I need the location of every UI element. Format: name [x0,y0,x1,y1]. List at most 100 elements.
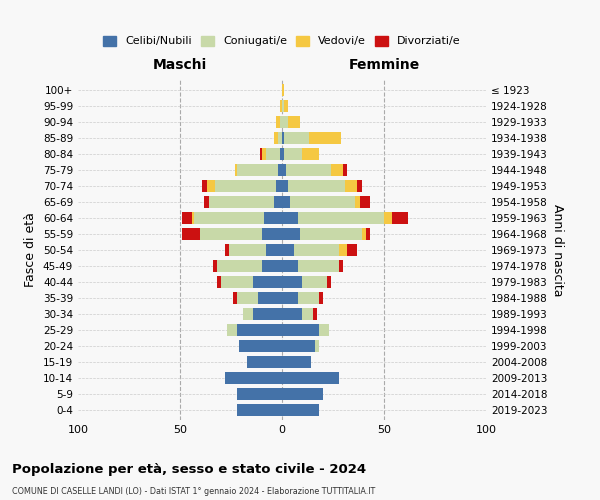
Bar [339,260,343,272]
Bar [200,228,262,240]
Bar [205,196,209,208]
Legend: Celibi/Nubili, Coniugati/e, Vedovi/e, Divorziati/e: Celibi/Nubili, Coniugati/e, Vedovi/e, Di… [99,31,465,51]
Bar [260,148,262,160]
Bar [282,292,298,304]
Bar [182,212,192,224]
Bar [302,276,327,288]
Bar [282,180,288,192]
Bar [274,132,278,144]
Y-axis label: Fasce di età: Fasce di età [25,212,37,288]
Bar [237,292,257,304]
Bar [294,244,339,256]
Bar [182,228,200,240]
Bar [282,196,290,208]
Bar [280,100,282,112]
Bar [257,292,282,304]
Bar [282,116,288,128]
Bar [253,276,282,288]
Bar [362,228,365,240]
Bar [282,356,311,368]
Bar [355,196,359,208]
Bar [282,340,314,352]
Bar [262,260,282,272]
Bar [302,148,319,160]
Bar [282,388,323,400]
Bar [308,132,341,144]
Bar [278,132,282,144]
Bar [229,244,266,256]
Bar [237,404,282,416]
Bar [206,180,215,192]
Bar [282,84,284,96]
Bar [243,308,253,320]
Bar [290,196,355,208]
Bar [212,260,217,272]
Bar [217,276,221,288]
Y-axis label: Anni di nascita: Anni di nascita [551,204,564,296]
Bar [359,196,370,208]
Bar [358,180,362,192]
Bar [280,116,282,128]
Bar [282,372,339,384]
Bar [282,404,319,416]
Bar [282,100,284,112]
Bar [284,100,288,112]
Bar [282,324,319,336]
Bar [225,372,282,384]
Bar [392,212,409,224]
Bar [221,276,253,288]
Bar [225,244,229,256]
Bar [365,228,370,240]
Bar [194,212,263,224]
Bar [298,292,319,304]
Text: COMUNE DI CASELLE LANDI (LO) - Dati ISTAT 1° gennaio 2024 - Elaborazione TUTTITA: COMUNE DI CASELLE LANDI (LO) - Dati ISTA… [12,488,375,496]
Bar [247,356,282,368]
Bar [278,164,282,176]
Bar [266,148,280,160]
Bar [262,148,266,160]
Bar [282,228,301,240]
Bar [263,212,282,224]
Bar [282,276,302,288]
Bar [288,116,301,128]
Bar [202,180,206,192]
Bar [331,164,343,176]
Bar [298,260,339,272]
Text: Popolazione per età, sesso e stato civile - 2024: Popolazione per età, sesso e stato civil… [12,462,366,475]
Bar [319,324,329,336]
Text: Femmine: Femmine [349,58,419,72]
Bar [280,148,282,160]
Bar [327,276,331,288]
Bar [233,292,237,304]
Bar [282,132,284,144]
Bar [298,212,384,224]
Bar [262,228,282,240]
Bar [276,180,282,192]
Bar [313,308,317,320]
Bar [345,180,358,192]
Bar [282,164,286,176]
Bar [301,228,362,240]
Bar [282,212,298,224]
Bar [343,164,347,176]
Bar [237,164,278,176]
Bar [282,244,294,256]
Bar [286,164,331,176]
Bar [339,244,347,256]
Bar [192,212,194,224]
Bar [288,180,345,192]
Bar [347,244,358,256]
Bar [217,260,262,272]
Text: Maschi: Maschi [153,58,207,72]
Bar [237,388,282,400]
Bar [314,340,319,352]
Bar [227,324,237,336]
Bar [253,308,282,320]
Bar [235,164,237,176]
Bar [239,340,282,352]
Bar [276,116,280,128]
Bar [319,292,323,304]
Bar [282,308,302,320]
Bar [215,180,276,192]
Bar [284,148,302,160]
